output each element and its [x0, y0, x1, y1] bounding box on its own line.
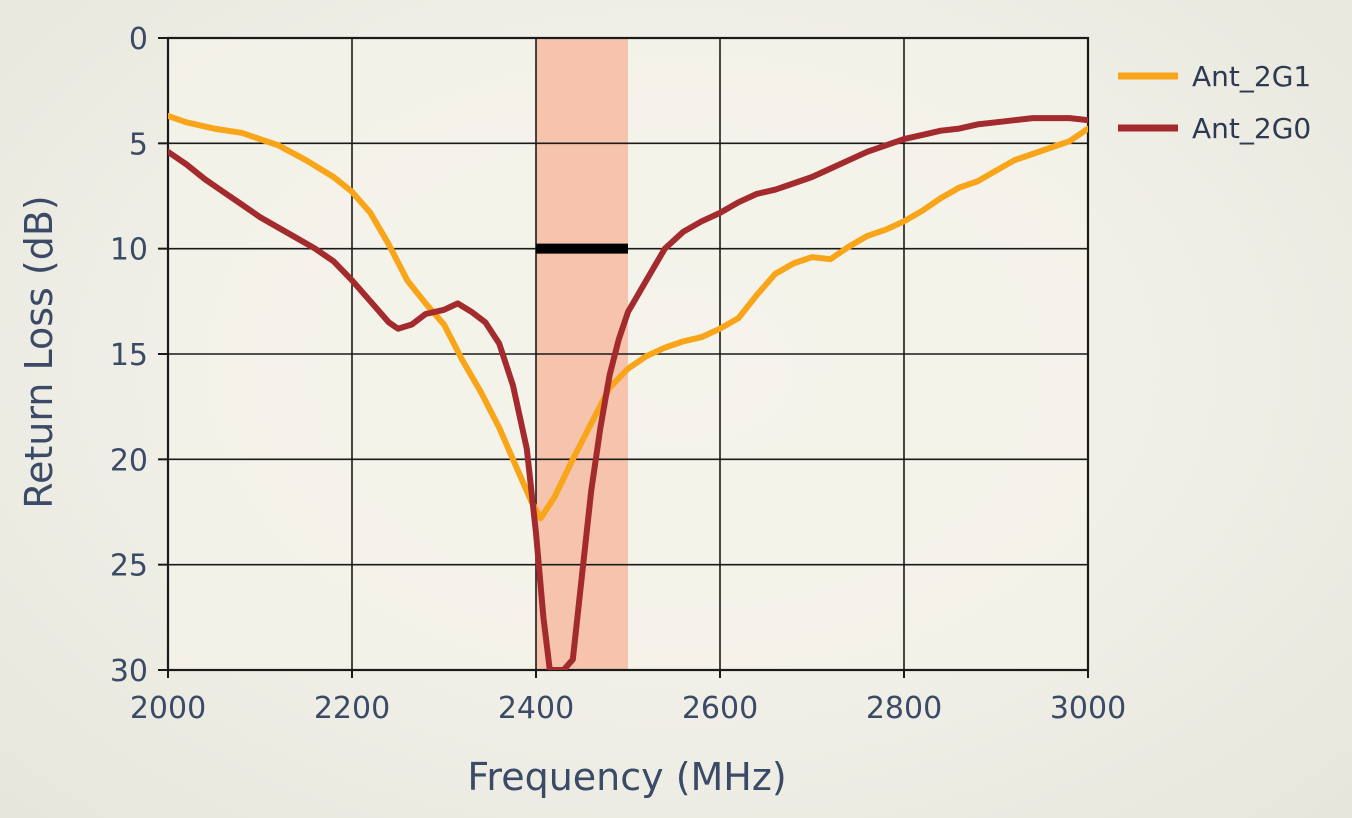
y-tick-label: 15 [110, 338, 148, 373]
x-tick-label: 2400 [498, 691, 574, 726]
x-tick-label: 2200 [314, 691, 390, 726]
legend: Ant_2G1 Ant_2G0 [1118, 60, 1311, 145]
x-tick-labels: 2000 2200 2400 2600 2800 3000 [130, 691, 1126, 726]
y-axis-title: Return Loss (dB) [17, 195, 61, 508]
y-tick-label: 30 [110, 654, 148, 689]
series-line-Ant_2G0 [168, 115, 1088, 670]
x-tick-label: 2800 [866, 691, 942, 726]
grid-layer [158, 36, 1090, 678]
x-tick-label: 2000 [130, 691, 206, 726]
legend-label: Ant_2G1 [1192, 60, 1311, 93]
series-layer [168, 112, 1088, 670]
x-axis-title: Frequency (MHz) [467, 755, 786, 799]
y-tick-label: 20 [110, 443, 148, 478]
y-tick-label: 0 [129, 22, 148, 57]
x-tick-label: 2600 [682, 691, 758, 726]
series-line-Ant_2G1 [168, 112, 1088, 522]
y-tick-label: 5 [129, 127, 148, 162]
y-tick-label: 25 [110, 549, 148, 584]
x-tick-label: 3000 [1050, 691, 1126, 726]
y-tick-label: 10 [110, 233, 148, 268]
legend-label: Ant_2G0 [1192, 112, 1311, 145]
y-tick-labels: 0 5 10 15 20 25 30 [110, 22, 148, 689]
plot-frame [166, 36, 1090, 672]
